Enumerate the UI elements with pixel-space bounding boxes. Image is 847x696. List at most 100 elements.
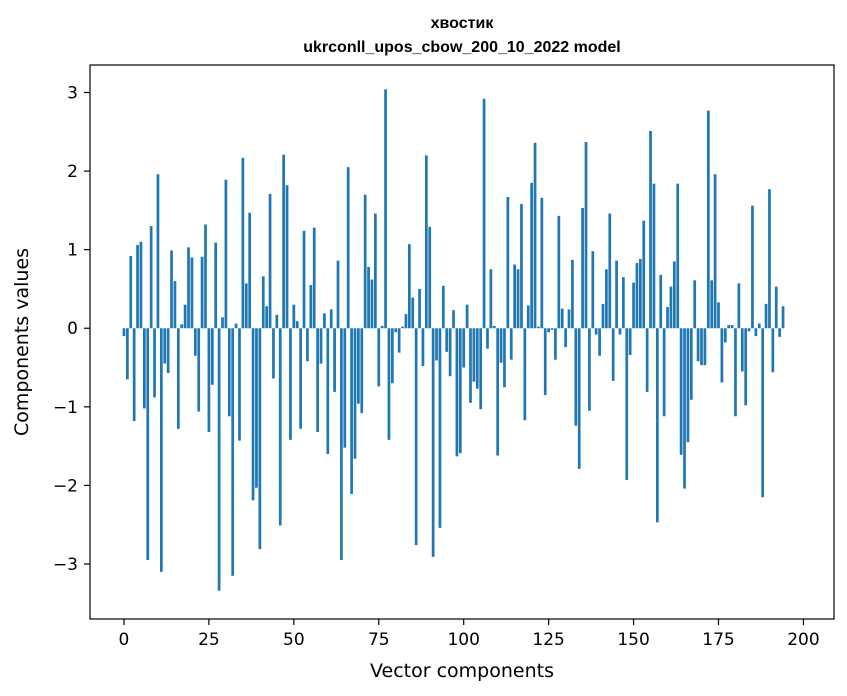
y-tick-label: −2 [53,476,78,496]
x-tick-label: 0 [119,630,130,650]
bar-70 [360,328,364,414]
bar-65 [343,328,347,448]
bar-188 [761,328,765,498]
y-axis-label: Components values [11,248,33,436]
bar-96 [448,328,452,377]
bar-157 [655,328,659,523]
bar-42 [265,306,269,329]
bar-114 [509,328,513,360]
bar-77 [384,89,387,329]
bar-38 [251,328,255,501]
bar-160 [666,307,669,329]
bar-67 [350,328,353,495]
bar-25 [207,328,211,432]
bar-55 [309,285,313,329]
bar-149 [628,328,632,355]
bar-8 [149,226,153,329]
y-axis-ticks: −3 −2 −1 0 1 2 3 [53,84,90,575]
bar-13 [166,328,170,374]
bar-43 [268,193,272,329]
bar-117 [520,204,523,329]
bar-86 [414,328,418,546]
bar-4 [136,244,139,329]
bar-164 [679,328,683,455]
bar-40 [258,328,262,550]
bar-53 [302,230,306,329]
bar-34 [238,328,241,441]
bar-166 [686,328,690,443]
bar-108 [489,269,493,329]
y-tick-label: 2 [67,162,78,182]
bar-120 [530,182,534,329]
bar-138 [591,251,595,329]
bar-144 [611,328,615,381]
bar-180 [734,328,737,417]
bar-44 [272,328,275,379]
chart-subtitle: ukrconll_upos_cbow_200_10_2022 model [303,39,620,56]
bar-127 [554,328,557,360]
bar-177 [723,328,727,343]
bar-19 [187,247,190,329]
bar-134 [577,328,581,469]
bar-178 [727,325,731,329]
bar-54 [306,328,309,362]
bar-60 [326,328,330,454]
bar-88 [421,328,425,366]
bar-46 [278,328,282,526]
bar-150 [632,282,635,329]
y-tick-label: −1 [53,398,78,418]
bar-7 [146,328,150,561]
x-tick-label: 25 [198,630,220,650]
y-tick-label: 1 [67,241,78,261]
bar-119 [526,305,530,329]
bar-155 [649,131,652,329]
bar-48 [285,185,289,329]
bar-190 [768,189,771,329]
y-tick-label: 0 [67,319,78,339]
bar-175 [717,302,720,329]
bar-45 [275,314,279,329]
bar-41 [261,276,265,329]
bar-17 [180,324,184,329]
bar-174 [713,174,717,329]
bar-153 [642,220,646,329]
bar-36 [244,283,248,329]
bar-148 [625,328,629,480]
bar-85 [411,297,415,329]
bar-37 [248,212,252,329]
bar-115 [513,264,517,329]
bar-66 [346,167,350,329]
bar-62 [333,328,336,392]
y-tick-label: −3 [53,555,78,575]
bar-16 [176,328,180,429]
bar-84 [407,244,411,329]
bar-28 [217,328,221,591]
bar-18 [183,304,187,329]
chart-title: хвостик [431,15,495,32]
x-tick-label: 175 [702,630,734,650]
bar-172 [706,110,710,329]
bar-83 [404,314,408,329]
bar-131 [567,309,571,329]
bar-73 [370,279,374,329]
bar-136 [584,142,588,329]
bar-152 [638,259,642,329]
bar-63 [336,260,340,329]
bar-76 [380,325,384,329]
bar-57 [316,328,319,432]
bar-118 [523,328,527,421]
bar-173 [710,280,714,329]
bar-61 [329,309,333,329]
bar-184 [747,328,751,332]
bar-167 [689,328,693,400]
bar-71 [363,194,367,329]
bar-147 [622,277,625,329]
bar-27 [214,242,218,329]
bar-21 [193,328,197,356]
x-tick-label: 100 [447,630,479,650]
bar-31 [227,328,231,417]
bar-137 [588,328,591,411]
bar-22 [197,328,201,412]
bar-94 [441,285,445,329]
bar-163 [676,183,680,329]
